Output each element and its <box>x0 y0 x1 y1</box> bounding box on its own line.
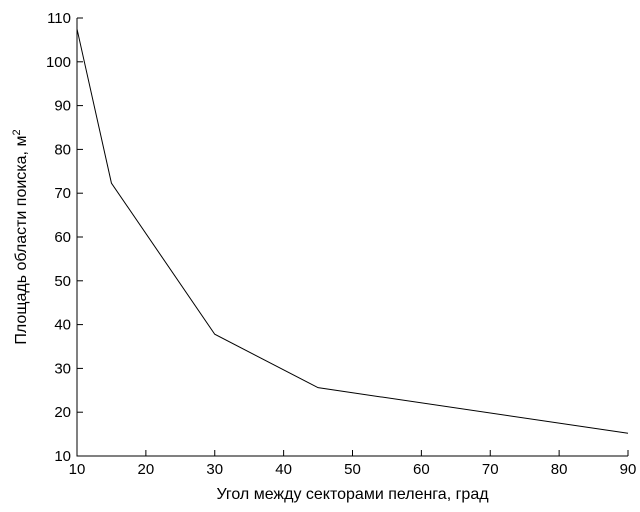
y-tick-label: 20 <box>54 404 71 421</box>
y-tick-label: 50 <box>54 273 71 290</box>
y-tick-label: 60 <box>54 229 71 246</box>
y-axis-label-superscript: 2 <box>11 129 23 135</box>
x-tick-label: 20 <box>138 461 155 478</box>
x-tick-label: 40 <box>275 461 292 478</box>
y-tick-label: 10 <box>54 448 71 465</box>
x-axis-label: Угол между секторами пеленга, град <box>216 486 489 503</box>
x-tick-label: 70 <box>482 461 499 478</box>
x-tick-label: 30 <box>206 461 223 478</box>
y-tick-label: 110 <box>47 10 71 27</box>
x-tick-label: 80 <box>551 461 568 478</box>
x-tick-label: 10 <box>69 461 86 478</box>
y-tick-label: 100 <box>46 54 71 71</box>
y-tick-label: 80 <box>54 141 71 158</box>
x-axis-ticks: 10 20 30 40 50 60 70 80 90 <box>69 450 637 478</box>
y-axis-label-main: Площадь области поиска, м <box>13 136 30 345</box>
y-tick-label: 30 <box>54 360 71 377</box>
y-axis-label: Площадь области поиска, м2 <box>11 129 30 344</box>
x-tick-label: 60 <box>413 461 430 478</box>
y-tick-label: 40 <box>54 317 71 334</box>
y-tick-label: 90 <box>54 98 71 115</box>
y-tick-label: 70 <box>54 185 71 202</box>
y-axis-ticks: 10 20 30 40 50 60 70 80 90 100 110 <box>46 10 83 465</box>
axes <box>76 18 628 457</box>
series-group <box>76 28 629 434</box>
axis-frame <box>76 18 628 457</box>
x-tick-label: 90 <box>620 461 637 478</box>
series-line <box>76 28 629 434</box>
x-tick-label: 50 <box>344 461 361 478</box>
